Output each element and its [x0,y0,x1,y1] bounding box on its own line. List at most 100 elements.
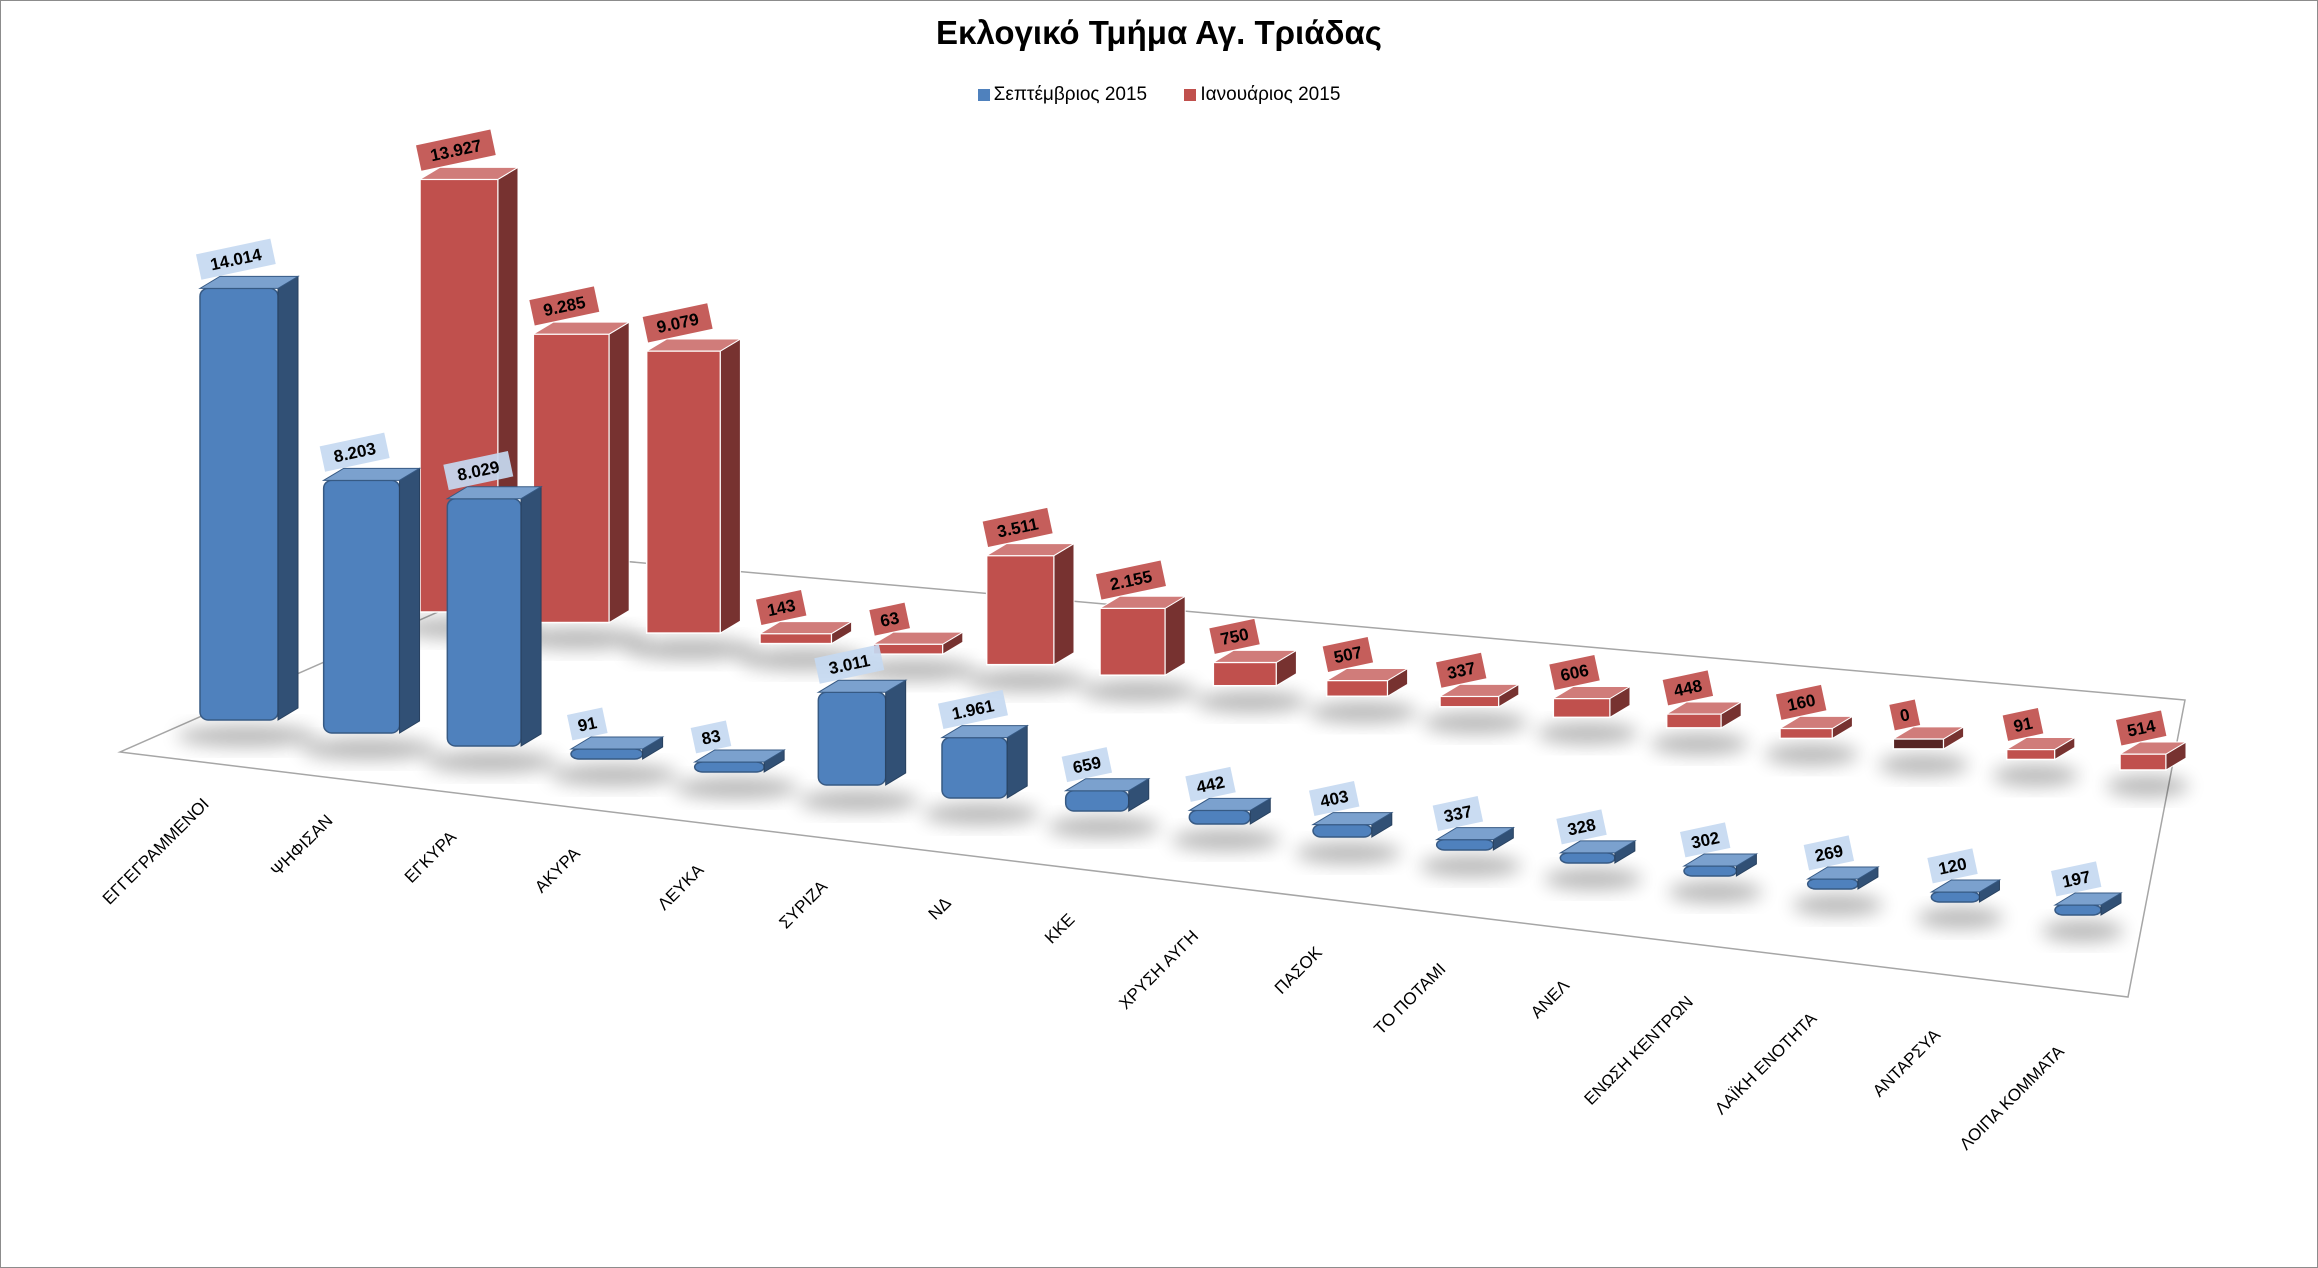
bar-shadow [1080,680,1198,703]
x-tick-label: ΕΓΚΥΡΑ [401,827,461,887]
data-label-box [443,450,514,491]
bar-side-face [1006,724,1028,799]
data-label-box [938,689,1008,730]
bar-top-face [758,621,854,635]
bar-top-face [569,736,665,750]
bar-sep-6 [922,724,1040,825]
bar-sep-0 [176,275,317,747]
bar-top-face [1324,668,1410,682]
legend-swatch-series-1 [977,89,990,101]
bar-shadow [1916,907,2004,929]
bar-shadow [1650,732,1749,755]
bar-front-face [1552,697,1611,719]
bar-side-face [277,275,299,721]
bar-front-face [1435,838,1495,851]
bar-sep-8 [1171,797,1281,851]
x-tick-label: ΚΚΕ [1041,910,1078,947]
data-label-box [416,129,496,171]
data-label-sep-0: 14.014 [196,238,276,280]
bar-jan-2 [624,338,758,661]
bar-top-face [1891,726,1966,740]
bar-top-face [1805,866,1880,880]
data-label-box [1556,809,1607,845]
bar-front-face [1683,865,1738,877]
bar-top-face [1438,683,1521,697]
bar-sep-11 [1543,840,1643,890]
x-tick-label: ΛΑΪΚΗ ΕΝΟΤΗΤΑ [1711,1008,1821,1118]
bar-top-face [1551,686,1632,700]
bar-front-face [1312,823,1373,838]
bar-front-face [1892,738,1945,750]
data-label-jan-9: 337 [1436,652,1487,688]
bar-sep-13 [1792,866,1884,916]
bar-shadow [510,627,648,650]
data-label-box [2002,707,2044,741]
bar-jan-9 [1422,683,1529,734]
bar-front-face [1665,713,1722,729]
bar-shadow [1792,894,1884,916]
bar-front-face [1325,679,1389,698]
bar-shadow [1308,701,1419,724]
bar-front-face [1212,661,1278,687]
bar-shadow [966,669,1088,692]
bar-shadow [176,725,317,747]
bar-top-face [816,679,908,693]
bar-sep-2 [425,485,558,773]
bar-front-face [941,736,1008,799]
data-label-box [1776,684,1827,720]
bar-front-face [645,350,722,634]
data-label-jan-5: 3.511 [982,507,1053,548]
x-tick-label: ΑΚΥΡΑ [531,843,584,896]
bar-sep-3 [549,736,679,786]
bar-top-face [1929,879,2002,893]
bar-shadow [1046,816,1161,838]
bar-front-face [759,632,833,645]
bar-shadow [2041,920,2124,942]
legend-label-series-1: Σεπτέμβριος 2015 [993,84,1148,105]
bar-side-face [885,679,907,786]
data-label-box [642,303,713,343]
bar-jan-4 [852,631,978,682]
bar-side-face [399,467,421,734]
data-label-box [690,720,732,754]
bar-front-face [322,479,401,734]
bar-sep-12 [1668,853,1763,903]
legend-item-series-2: Ιανουάριος 2015 [1184,84,1340,106]
bar-top-face [2118,741,2188,755]
data-label-sep-11: 328 [1556,809,1607,845]
data-label-box [1185,766,1236,802]
bar-front-face [199,287,279,721]
bar-shadow [549,764,679,786]
bar-top-face [1187,797,1273,811]
data-label-jan-11: 448 [1662,670,1714,706]
x-tick-label: ΕΓΓΕΓΡΑΜΜΕΝΟΙ [99,794,213,908]
data-label-box [1322,636,1374,672]
bar-front-face [1779,727,1834,740]
bar-jan-7 [1194,649,1308,713]
bar-front-face [1439,695,1500,708]
bar-jan-13 [1878,726,1969,776]
data-label-sep-4: 83 [690,720,732,754]
bar-shadow [1295,842,1402,864]
data-label-box [1927,848,1978,884]
data-label-value: 91 [576,713,598,736]
data-label-box [1309,781,1360,817]
data-label-jan-8: 507 [1322,636,1374,672]
x-tick-label: ΛΟΙΠΑ ΚΟΜΜΑΤΑ [1956,1041,2068,1153]
bar-jan-10 [1536,685,1639,745]
bar-front-face [446,497,522,747]
bar-shadow [300,738,438,760]
bar-front-face [2119,753,2167,771]
bar-jan-5 [966,542,1088,692]
data-label-box [1061,747,1113,783]
bar-jan-12 [1764,715,1859,766]
data-label-box [1096,560,1166,600]
bar-top-face [1778,715,1855,729]
x-tick-label: ΣΥΡΙΖΑ [776,876,832,932]
bar-shadow [1878,753,1969,776]
chart-title: Εκλογικό Τμήμα Αγ. Τριάδας [936,14,1382,51]
bar-shadow [1171,829,1281,851]
data-label-sep-6: 1.961 [938,689,1008,730]
data-label-box [1680,822,1731,858]
